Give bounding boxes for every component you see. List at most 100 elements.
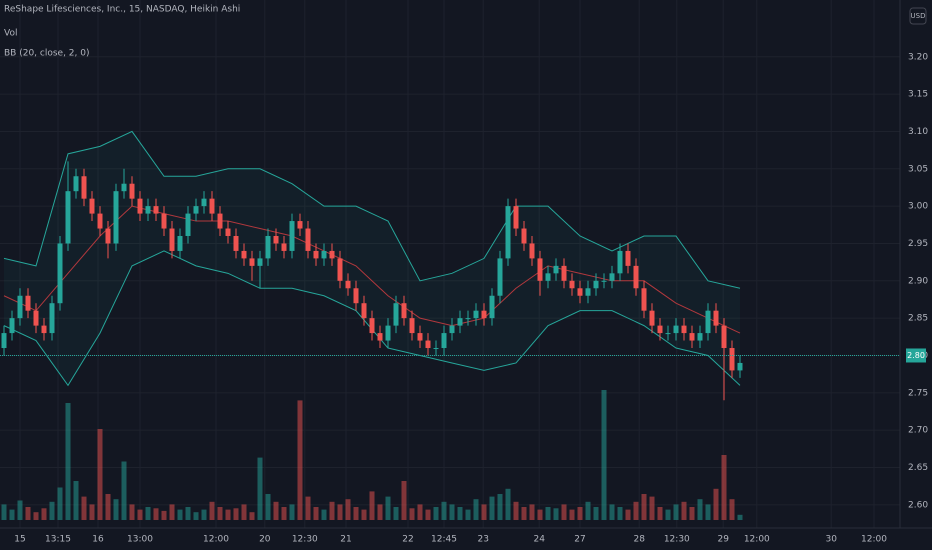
volume-bar	[657, 507, 663, 520]
candle-body	[177, 235, 183, 251]
volume-bar	[721, 455, 727, 520]
volume-bar	[241, 504, 247, 520]
candle-body	[729, 348, 735, 371]
volume-bar	[329, 501, 335, 520]
volume-bar	[737, 514, 743, 520]
volume-bar	[209, 501, 215, 520]
volume-bar	[25, 507, 31, 520]
candle-body	[609, 273, 615, 281]
volume-bar	[641, 494, 647, 520]
volume-bar	[297, 400, 303, 520]
x-tick-label: 12:00	[861, 535, 887, 545]
candle-body	[465, 318, 471, 320]
y-tick-label: 3.10	[908, 127, 928, 137]
y-tick-label: 2.95	[908, 239, 928, 249]
candle-body	[681, 325, 687, 334]
last-price-box	[906, 348, 926, 363]
volume-bar	[585, 501, 591, 520]
candle-body	[241, 250, 247, 259]
candle-body	[265, 235, 271, 259]
candle-body	[489, 295, 495, 319]
plot	[0, 130, 900, 520]
candle-body	[129, 183, 135, 199]
volume-bar	[609, 504, 615, 520]
candle-body	[305, 228, 311, 251]
volume-bar	[417, 504, 423, 520]
x-tick-label: 27	[574, 535, 585, 545]
volume-bar	[105, 494, 111, 520]
volume-bar	[681, 501, 687, 520]
y-tick-label: 2.65	[908, 463, 928, 473]
volume-bar	[377, 504, 383, 520]
volume-bar	[425, 509, 431, 520]
volume-bar	[49, 501, 55, 520]
volume-bar	[289, 504, 295, 520]
candle-body	[377, 333, 383, 341]
volume-bar	[129, 504, 135, 520]
volume-bar	[561, 504, 567, 520]
volume-bar	[441, 501, 447, 520]
candle-body	[161, 213, 167, 229]
y-tick-label: 3.20	[908, 52, 928, 62]
volume-bar	[97, 429, 103, 520]
candle-body	[473, 310, 479, 319]
candle-body	[273, 235, 279, 244]
candle-body	[193, 206, 199, 214]
candle-body	[209, 198, 215, 214]
x-tick-label: 22	[402, 535, 413, 545]
volume-bar	[161, 510, 167, 520]
volume-bar	[537, 509, 543, 520]
candle-body	[649, 310, 655, 326]
volume-bar	[361, 509, 367, 520]
y-tick-label: 2.75	[908, 388, 928, 398]
volume-bar	[257, 457, 263, 520]
volume-bar	[193, 512, 199, 520]
volume-bar	[433, 507, 439, 520]
volume-bar	[353, 507, 359, 520]
volume-bar	[729, 499, 735, 520]
candle-body	[665, 333, 671, 335]
y-tick-label: 2.70	[908, 426, 928, 436]
candle-body	[105, 228, 111, 244]
candle-body	[121, 183, 127, 192]
volume-bar	[41, 508, 47, 520]
candle-body	[49, 303, 55, 334]
candle-body	[97, 213, 103, 229]
volume-bar	[569, 509, 575, 520]
candle-body	[737, 362, 743, 371]
volume-bar	[73, 481, 79, 520]
candle-body	[361, 303, 367, 319]
y-tick-label: 3.00	[908, 202, 928, 212]
candle-body	[201, 198, 207, 207]
volume-bar	[505, 488, 511, 520]
candle-body	[289, 221, 295, 251]
volume-bar	[689, 507, 695, 520]
candle-body	[329, 250, 335, 259]
x-tick-label: 23	[477, 535, 488, 545]
currency-label[interactable]: USD	[911, 12, 926, 20]
volume-bar	[401, 481, 407, 520]
volume-bar	[153, 508, 159, 520]
volume-bar	[697, 499, 703, 520]
volume-bar	[369, 491, 375, 520]
currency-box[interactable]	[909, 7, 927, 25]
volume-bar	[65, 403, 71, 520]
candle-body	[337, 258, 343, 281]
candle-body	[569, 280, 575, 289]
candle-body	[369, 318, 375, 334]
candle-body	[137, 198, 143, 214]
volume-bar	[57, 487, 63, 520]
candle-body	[641, 288, 647, 311]
indicator-label: Vol	[4, 29, 17, 39]
candle-body	[689, 333, 695, 341]
candle-body	[393, 303, 399, 326]
volume-bar	[521, 507, 527, 520]
candle-body	[385, 325, 391, 341]
candle-body	[9, 318, 15, 334]
candle-body	[697, 333, 703, 341]
candle-body	[425, 340, 431, 349]
volume-bar	[601, 390, 607, 520]
band-line	[3, 130, 741, 289]
candle-body	[417, 333, 423, 341]
volume-bar	[577, 507, 583, 520]
